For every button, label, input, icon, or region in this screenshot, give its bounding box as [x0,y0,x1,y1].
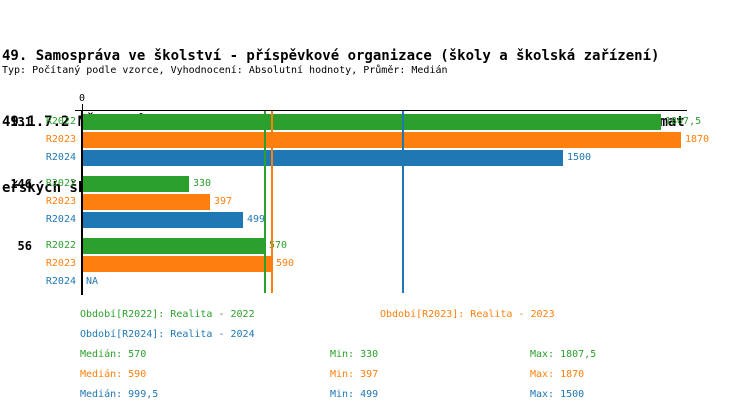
group-label: 131 [10,115,32,129]
legend-series-label: Období[R2022]: Realita - 2022 [80,309,255,320]
legend-series-label: Období[R2023]: Realita - 2023 [380,309,555,320]
bar-value-label: 397 [214,196,233,207]
bar-value-label: 330 [193,178,212,189]
median-line [271,111,273,293]
series-row-label: R2022 [45,116,76,127]
median-line [402,111,404,293]
x-axis-line [75,110,687,111]
bar [83,176,189,192]
stat-median-label: Medián: 570 [80,349,147,360]
axis-tick [82,104,83,110]
bar-value-label: 590 [276,258,295,269]
stat-max-label: Max: 1870 [530,369,585,380]
bar-value-label: 1500 [567,152,592,163]
stat-median-label: Medián: 590 [80,369,147,380]
series-row-label: R2024 [45,214,76,225]
stat-max-label: Max: 1807,5 [530,349,597,360]
bar [83,132,681,148]
series-row-label: R2024 [45,152,76,163]
report-meta: Typ: Počítaný podle vzorce, Vyhodnocení:… [2,65,448,76]
na-label: NA [86,276,99,287]
stat-min-label: Min: 330 [330,349,379,360]
stat-max-label: Max: 1500 [530,389,585,400]
series-row-label: R2023 [45,134,76,145]
bar [83,212,243,228]
series-row-label: R2024 [45,276,76,287]
bar-value-label: 1807,5 [665,116,702,127]
bar-value-label: 1870 [685,134,710,145]
series-row-label: R2023 [45,258,76,269]
report-title-line: 49. Samospráva ve školství - příspěvkové… [2,48,660,64]
stat-median-label: Medián: 999,5 [80,389,159,400]
bar [83,256,272,272]
bar [83,238,265,254]
group-label: 146 [10,177,32,191]
group-label: 56 [17,239,32,253]
bar-value-label: 499 [247,214,266,225]
stat-min-label: Min: 499 [330,389,379,400]
bar [83,194,210,210]
y-axis-line [81,110,83,295]
median-line [264,111,266,293]
legend-series-label: Období[R2024]: Realita - 2024 [80,329,255,340]
series-row-label: R2023 [45,196,76,207]
bar [83,114,661,130]
series-row-label: R2022 [45,240,76,251]
stat-min-label: Min: 397 [330,369,379,380]
bar [83,150,563,166]
bar-value-label: 570 [269,240,288,251]
series-row-label: R2022 [45,178,76,189]
axis-zero-label: 0 [79,93,86,104]
